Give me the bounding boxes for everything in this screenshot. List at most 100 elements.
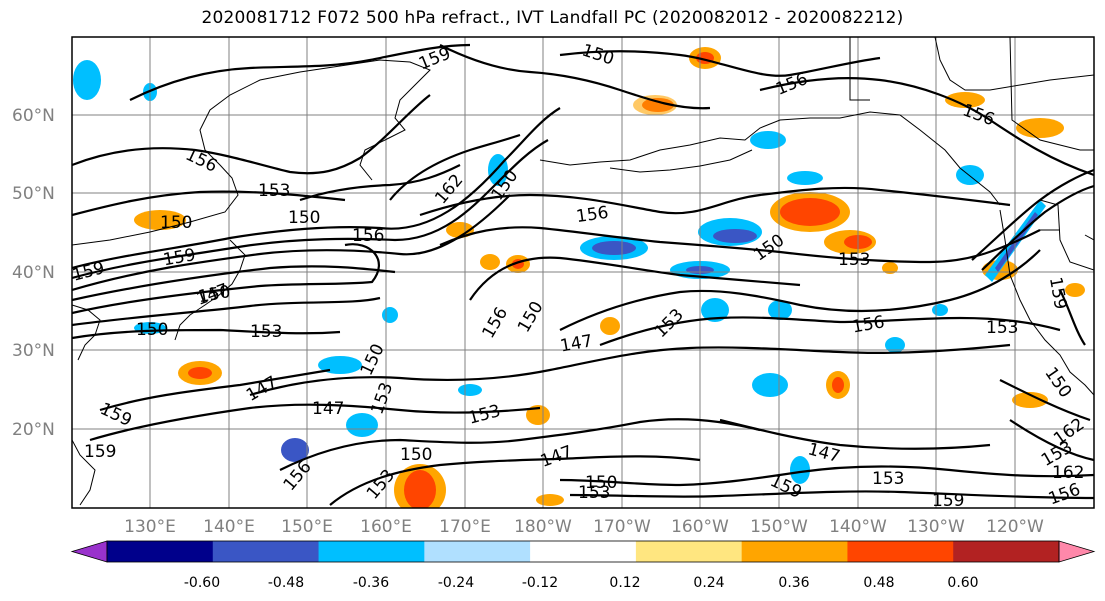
contour-line	[559, 249, 1041, 331]
contour-line	[279, 418, 761, 471]
contour-label: 153	[250, 322, 282, 342]
colorbar-box	[107, 541, 214, 562]
contour-line	[72, 265, 396, 302]
coastline	[72, 439, 96, 506]
contour-line	[599, 316, 1061, 347]
contour-line	[389, 133, 521, 201]
contour-line	[559, 50, 881, 77]
coastline	[174, 239, 246, 341]
lat-label: 60°N	[12, 106, 55, 126]
colorbar-box	[424, 541, 531, 562]
shade-patch	[633, 95, 677, 115]
shade-patch	[790, 456, 810, 484]
coastline	[849, 37, 870, 101]
contour-line	[569, 490, 1094, 500]
colorbar-tick-label: 0.36	[778, 575, 809, 591]
shade-patch	[787, 171, 823, 185]
shade-patch	[768, 300, 792, 320]
contour-line	[439, 226, 1041, 264]
colorbar-outline	[106, 540, 1060, 563]
contour-line	[129, 43, 471, 101]
colorbar-box	[635, 541, 743, 562]
colorbar-extend-max	[1058, 540, 1096, 563]
colorbar-box	[953, 541, 1060, 562]
coastline	[609, 149, 753, 173]
lat-label: 30°N	[12, 341, 55, 361]
lon-label: 160°W	[671, 517, 729, 537]
colorbar-tick-label: 0.24	[693, 575, 724, 591]
shade-patch	[832, 377, 844, 393]
contour-label: 150	[288, 208, 320, 228]
shade-patch	[1012, 392, 1048, 408]
contour-line	[469, 256, 801, 301]
colorbar-tick-label: -0.36	[353, 575, 389, 591]
lon-label: 170°W	[593, 517, 651, 537]
lon-label: 120°W	[986, 517, 1044, 537]
contour-line	[72, 328, 341, 340]
colorbar-box	[212, 541, 320, 562]
map-frame	[71, 36, 1095, 509]
shade-patch	[73, 60, 101, 100]
lon-label: 150°E	[281, 517, 333, 537]
shade-patch	[404, 470, 436, 508]
contour-label: 150	[400, 445, 432, 465]
contour-line	[439, 44, 711, 110]
lon-label: 160°E	[360, 517, 412, 537]
colorbar-box	[847, 541, 954, 562]
contour-label: 150	[136, 320, 168, 340]
contour-label: 153	[986, 318, 1018, 338]
coastline	[72, 59, 431, 246]
contour-label: 153	[872, 469, 904, 489]
contour-label: 150	[160, 213, 192, 233]
contour-label: 153	[578, 483, 610, 503]
contour-line	[559, 465, 1094, 487]
refractivity-contours	[72, 43, 1094, 506]
contour-line	[72, 94, 431, 175]
colorbar-tick-label: 0.60	[947, 575, 978, 591]
colorbar	[70, 540, 1096, 563]
coastline	[1039, 199, 1094, 271]
contour-label: 156	[575, 203, 610, 227]
shade-patch	[346, 413, 378, 437]
colorbar-tick-label: 0.48	[863, 575, 894, 591]
shade-patch	[780, 198, 840, 226]
shade-patch	[458, 384, 482, 396]
colorbar-tick-label: -0.60	[184, 575, 220, 591]
contour-line	[299, 164, 461, 202]
contour-label: 147	[312, 399, 344, 419]
lon-label: 150°W	[750, 517, 808, 537]
contour-label: 150	[585, 473, 617, 493]
coastline	[999, 209, 1094, 396]
coastline	[539, 111, 1001, 206]
shade-patch	[134, 210, 186, 230]
contour-label: 156	[352, 226, 384, 246]
contour-line	[759, 76, 1094, 177]
shade-patch	[885, 337, 905, 353]
coastline	[1009, 37, 1094, 151]
shade-patch	[1065, 283, 1085, 297]
contour-line	[72, 243, 380, 315]
shade-patch	[701, 298, 729, 322]
shade-patch	[536, 494, 564, 506]
contour-line	[99, 368, 331, 412]
colorbar-ticks: -0.60 -0.48 -0.36 -0.24 -0.12 0.12 0.24 …	[184, 575, 979, 591]
contour-label: 153	[258, 181, 290, 201]
coastline	[934, 37, 1094, 91]
contour-line	[72, 107, 561, 270]
shade-patch	[592, 241, 636, 255]
colorbar-tick-label: -0.12	[522, 575, 558, 591]
shade-patch	[526, 405, 550, 425]
shade-patch	[281, 438, 309, 462]
lon-label: 130°W	[907, 517, 965, 537]
contour-line	[89, 403, 541, 442]
shade-patch	[1016, 118, 1064, 138]
shade-patch	[750, 131, 786, 149]
coastline	[1084, 234, 1094, 241]
shade-patch	[713, 229, 757, 243]
shade-patch	[188, 367, 212, 379]
coastlines	[72, 37, 1094, 506]
lon-label: 180°W	[514, 517, 572, 537]
lon-label: 130°E	[124, 517, 176, 537]
contour-line	[72, 139, 549, 280]
